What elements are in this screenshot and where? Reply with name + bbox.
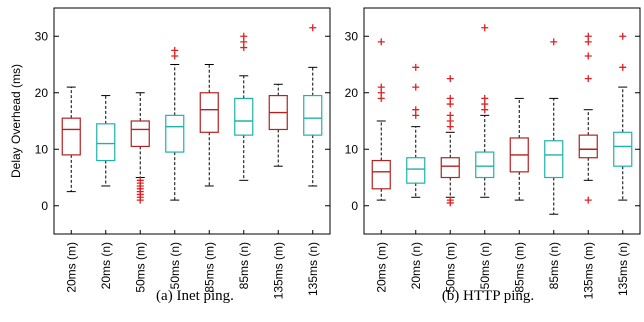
category-label: 50ms (n) <box>478 242 492 289</box>
box-5: 85ms (m) <box>199 64 219 293</box>
category-label: 20ms (m) <box>64 242 78 293</box>
outlier-marker <box>136 196 144 204</box>
y-tick-label: 10 <box>345 142 359 156</box>
outlier-marker <box>619 32 627 40</box>
box-body <box>406 157 426 184</box>
y-tick-label: 10 <box>35 142 49 156</box>
category-label: 85ms (n) <box>547 242 561 289</box>
box-body <box>303 94 323 136</box>
outlier-marker <box>619 63 627 71</box>
box-2: 20ms (n) <box>96 95 116 289</box>
box-body <box>371 159 391 190</box>
box-2: 20ms (n) <box>406 63 426 289</box>
panel-inet-ping: 0 10 20 30 Delay Overhead (ms) 20ms (m) 20ms (… <box>9 7 331 304</box>
outlier-marker <box>446 123 454 131</box>
box-8: 135ms (n) <box>613 32 633 296</box>
outlier-marker <box>446 100 454 108</box>
box-7: 135ms (m) <box>578 32 598 299</box>
box-4: 50ms (n) <box>165 46 185 289</box>
box-body <box>165 114 185 153</box>
outlier-marker <box>481 24 489 32</box>
outlier-marker <box>446 199 454 207</box>
category-label: 135ms (n) <box>306 242 320 296</box>
outlier-marker <box>309 24 317 32</box>
box-body <box>544 140 564 179</box>
y-tick-label: 30 <box>35 29 49 43</box>
outlier-marker <box>412 83 420 91</box>
box-body <box>475 151 495 179</box>
category-label: 85ms (n) <box>237 242 251 289</box>
box-3: 50ms (m) <box>130 92 150 293</box>
y-tick-label: 30 <box>345 29 359 43</box>
box-body <box>130 120 150 148</box>
axes-frame <box>53 7 331 235</box>
outlier-marker <box>446 75 454 83</box>
category-label: 50ms (n) <box>168 242 182 289</box>
outlier-marker <box>377 38 385 46</box>
outlier-marker <box>550 38 558 46</box>
outlier-marker <box>584 196 592 204</box>
axes-frame <box>363 7 641 235</box>
box-8: 135ms (n) <box>303 24 323 296</box>
outlier-marker <box>412 63 420 71</box>
category-label: 85ms (m) <box>512 242 526 293</box>
outlier-marker <box>412 111 420 119</box>
box-6: 85ms (n) <box>544 38 564 289</box>
y-tick-label: 20 <box>345 86 359 100</box>
y-tick-label: 0 <box>351 199 358 213</box>
box-6: 85ms (n) <box>234 32 254 289</box>
box-1: 20ms (m) <box>61 86 81 293</box>
category-label: 135ms (n) <box>616 242 630 296</box>
panel-caption: (a) Inet ping. <box>156 288 234 304</box>
box-7: 135ms (m) <box>268 83 288 299</box>
category-label: 135ms (m) <box>581 242 595 299</box>
category-label: 135ms (m) <box>271 242 285 299</box>
y-tick-label: 0 <box>41 199 48 213</box>
box-body <box>199 92 219 133</box>
box-1: 20ms (m) <box>371 38 391 293</box>
box-4: 50ms (n) <box>475 24 495 289</box>
category-label: 20ms (n) <box>99 242 113 289</box>
box-body <box>234 97 254 136</box>
box-body <box>578 134 598 159</box>
outlier-marker <box>584 38 592 46</box>
category-label: 20ms (m) <box>374 242 388 293</box>
outlier-marker <box>171 52 179 60</box>
box-3: 50ms (m) <box>440 75 460 293</box>
category-label: 20ms (n) <box>409 242 423 289</box>
outlier-marker <box>240 44 248 52</box>
category-label: 50ms (m) <box>443 242 457 293</box>
category-label: 50ms (m) <box>133 242 147 293</box>
box-body <box>96 123 116 162</box>
y-axis-label: Delay Overhead (ms) <box>9 64 23 178</box>
outlier-marker <box>584 52 592 60</box>
panel-caption: (b) HTTP ping. <box>442 288 534 304</box>
outlier-marker <box>481 106 489 114</box>
box-body <box>440 157 460 179</box>
outlier-marker <box>584 75 592 83</box>
category-label: 85ms (m) <box>202 242 216 293</box>
y-tick-label: 20 <box>35 86 49 100</box>
box-body <box>61 117 81 156</box>
box-5: 85ms (m) <box>509 97 529 293</box>
panel-http-ping: 0 10 20 30 20ms (m) 20ms (n) 50ms (m) 50ms (n) 8… <box>345 7 641 304</box>
box-body <box>613 131 633 167</box>
outlier-marker <box>377 94 385 102</box>
